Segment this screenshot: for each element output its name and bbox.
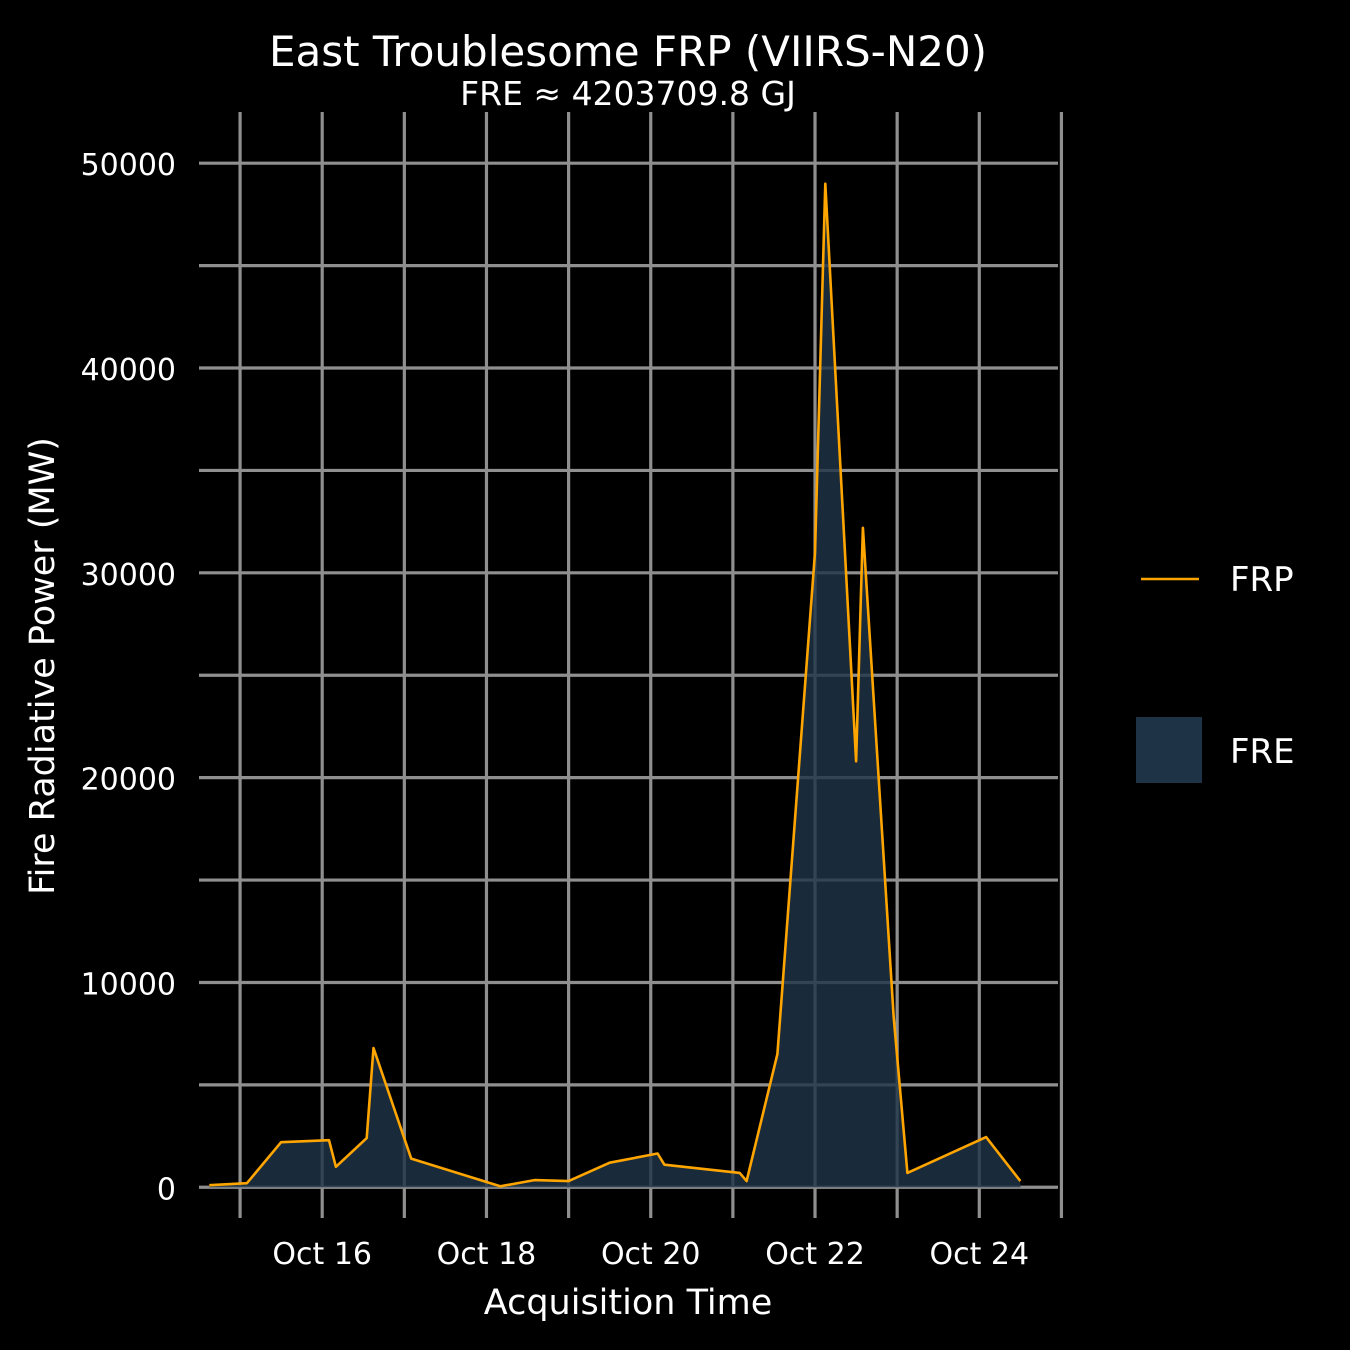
x-tick-label: Oct 20: [601, 1237, 701, 1272]
legend: FRP FRE: [1136, 560, 1295, 783]
chart-subtitle: FRE ≈ 4203709.8 GJ: [460, 74, 796, 113]
x-tick-label: Oct 22: [765, 1237, 865, 1272]
y-tick-label: 40000: [81, 353, 176, 388]
y-tick-label: 10000: [81, 967, 176, 1002]
x-tick-label: Oct 16: [272, 1237, 372, 1272]
legend-fre-label: FRE: [1230, 732, 1295, 772]
grid-lines: [199, 112, 1064, 1218]
y-tick-label: 50000: [81, 148, 176, 183]
frp-line: [209, 182, 1022, 1188]
fre-area-layer: [209, 183, 1021, 1188]
y-tick-label: 0: [157, 1172, 176, 1207]
chart-title: East Troublesome FRP (VIIRS-N20): [269, 27, 987, 76]
legend-fre-swatch: [1136, 717, 1202, 783]
axis-ticks: 0 10000 20000 30000 40000 50000 Oct 16 Oct 18 Oc…: [81, 148, 1030, 1272]
y-tick-label: 30000: [81, 558, 176, 593]
x-tick-label: Oct 18: [437, 1237, 537, 1272]
legend-frp-label: FRP: [1230, 560, 1294, 600]
y-axis-label: Fire Radiative Power (MW): [23, 437, 63, 895]
x-axis-label: Acquisition Time: [484, 1283, 772, 1323]
y-tick-label: 20000: [81, 763, 176, 798]
fre-area: [209, 183, 1021, 1188]
x-tick-label: Oct 24: [929, 1237, 1029, 1272]
frp-line-layer: [209, 182, 1022, 1188]
